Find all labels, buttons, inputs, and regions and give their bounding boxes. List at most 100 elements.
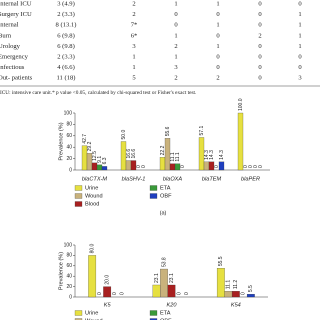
row-label: Surgery ICU <box>0 11 32 18</box>
legend-swatch <box>74 318 83 320</box>
row-label: Burn <box>0 32 12 39</box>
table-cell: 0 <box>258 43 262 50</box>
table-cell: 0 <box>258 22 262 29</box>
bar <box>88 255 97 298</box>
value-label: 0 <box>176 292 182 295</box>
table-cell: 5 <box>132 75 136 82</box>
value-label: 0 <box>253 165 259 168</box>
bar <box>103 286 112 298</box>
table-cell: 1 <box>174 1 177 8</box>
bar <box>96 164 103 171</box>
table-cell: 0 <box>298 64 302 71</box>
bar <box>203 161 210 171</box>
table-cell: 3 (4.9) <box>57 1 75 8</box>
row-label: Internal ICU <box>0 1 32 8</box>
y-axis-label: Prevalence (%) <box>58 252 64 290</box>
panel-caption: (a) <box>160 210 167 216</box>
x-tick-label: blaOXA <box>163 176 183 182</box>
y-tick-label: 40 <box>66 274 72 280</box>
table-cell: 0 <box>298 1 302 8</box>
table-footnote: ICU: intensive care unit.* p value <0.05… <box>0 90 196 96</box>
value-label: 11.1 <box>170 152 176 162</box>
y-tick-label: 60 <box>66 263 72 269</box>
bar <box>231 291 240 298</box>
value-label: 0 <box>141 165 147 168</box>
value-label: 5.5 <box>248 285 254 292</box>
legend-label: Blood <box>85 201 99 207</box>
bar <box>160 268 168 298</box>
value-label: 0 <box>214 165 220 168</box>
table-cell: 0 <box>174 22 178 29</box>
value-label: 0 <box>180 165 186 168</box>
bar <box>86 153 93 171</box>
table-cell: 2 (3.3) <box>57 54 75 61</box>
table-cell: 0 <box>216 54 220 61</box>
table-cell: 6 (9.8) <box>57 43 75 50</box>
value-label: 53.8 <box>161 257 167 267</box>
y-tick-label: 80 <box>66 253 72 259</box>
y-tick-label: 20 <box>66 284 72 290</box>
legend-label: ETA <box>160 310 171 316</box>
value-label: 11.1 <box>226 280 232 290</box>
value-label: 20.0 <box>104 275 110 285</box>
table-cell: 3 <box>298 75 302 82</box>
table-cell: 3 <box>132 43 136 50</box>
x-tick-label: blaCTX-M <box>82 176 108 182</box>
value-label: 6.3 <box>102 157 108 164</box>
value-label: 55.6 <box>165 126 171 136</box>
x-tick-label: blaPER <box>241 176 260 182</box>
legend-label: Urine <box>85 185 98 191</box>
value-label: 16.6 <box>126 149 132 159</box>
y-tick-label: 0 <box>69 294 72 300</box>
table-cell: 1 <box>174 54 177 61</box>
value-label: 22.2 <box>160 145 166 155</box>
bar <box>224 291 233 298</box>
value-label: 0 <box>184 292 190 295</box>
value-label: 0 <box>241 292 247 295</box>
table-cell: 7* <box>131 22 138 29</box>
value-label: 0 <box>258 165 264 168</box>
value-label: 0 <box>243 165 249 168</box>
legend-swatch <box>74 193 83 199</box>
table-cell: 1 <box>298 43 301 50</box>
table-cell: 1 <box>216 22 219 29</box>
table-cell: 1 <box>216 43 219 50</box>
bar <box>174 163 181 171</box>
row-label: Out- patients <box>0 75 33 82</box>
y-tick-label: 80 <box>66 122 72 128</box>
value-label: 14.3 <box>219 150 225 160</box>
table-cell: 2 <box>174 75 177 82</box>
row-label: Infectious <box>0 64 25 71</box>
table-cell: 0 <box>258 1 262 8</box>
x-tick-label: blaTEM <box>202 176 222 182</box>
legend-swatch <box>149 310 158 316</box>
bar <box>208 161 215 171</box>
x-tick-label: K20 <box>167 302 178 308</box>
legend-swatch <box>74 185 83 191</box>
value-label: 16.6 <box>131 149 137 159</box>
bar <box>169 163 176 171</box>
table-cell: 4 (6.6) <box>57 64 75 71</box>
value-label: 23.1 <box>169 273 175 283</box>
table-cell: 3 <box>174 64 178 71</box>
value-label: 0 <box>112 292 118 295</box>
table-cell: 11 (18) <box>57 75 76 82</box>
table-cell: 2 (3.3) <box>57 11 75 18</box>
value-label: 11.1 <box>175 152 181 162</box>
table-cell: 0 <box>216 32 220 39</box>
bar <box>246 294 255 298</box>
bar <box>198 137 205 171</box>
value-label: 14.3 <box>209 150 215 160</box>
bar <box>120 141 127 171</box>
row-label: Internal <box>0 22 19 29</box>
table-cell: 2 <box>132 11 135 18</box>
legend-label: OBF <box>160 193 172 199</box>
y-tick-label: 100 <box>64 242 73 248</box>
x-tick-label: K54 <box>231 302 241 308</box>
table-cell: 2 <box>216 75 219 82</box>
table-cell: 1 <box>298 11 301 18</box>
value-label: 23.1 <box>154 273 160 283</box>
bar <box>167 284 176 298</box>
bar <box>218 161 225 171</box>
